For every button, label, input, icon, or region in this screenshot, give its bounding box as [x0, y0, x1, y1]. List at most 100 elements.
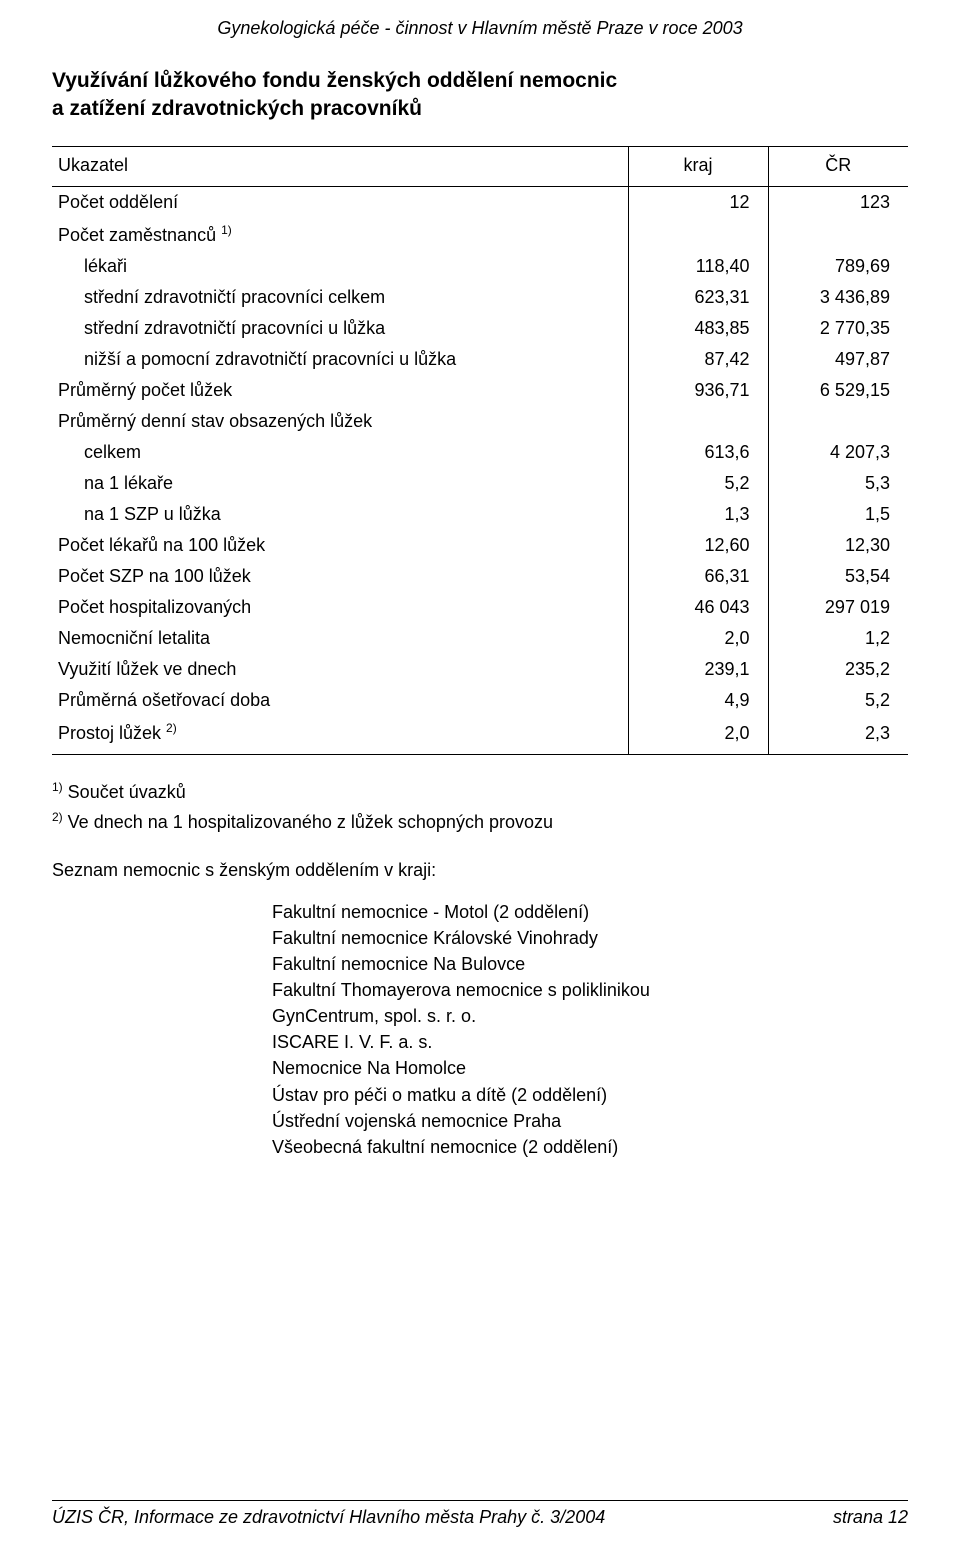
table-row: Nemocniční letalita2,01,2	[52, 623, 908, 654]
row-value-kraj: 1,3	[628, 499, 768, 530]
table-row: celkem613,64 207,3	[52, 437, 908, 468]
row-value-cr: 12,30	[768, 530, 908, 561]
row-value-kraj: 66,31	[628, 561, 768, 592]
hospital-item: Ústav pro péči o matku a dítě (2 oddělen…	[272, 1082, 908, 1108]
row-value-kraj: 118,40	[628, 251, 768, 282]
row-label: Počet zaměstnanců 1)	[52, 218, 628, 251]
row-label: Počet oddělení	[52, 186, 628, 218]
footnote-2: 2) Ve dnech na 1 hospitalizovaného z lůž…	[52, 807, 908, 838]
footnote-2-sup: 2)	[52, 810, 63, 824]
row-label: Počet SZP na 100 lůžek	[52, 561, 628, 592]
row-value-kraj: 936,71	[628, 375, 768, 406]
row-label: Nemocniční letalita	[52, 623, 628, 654]
row-value-cr: 5,2	[768, 685, 908, 716]
footnote-1-sup: 1)	[52, 780, 63, 794]
table-row: Průměrný počet lůžek936,716 529,15	[52, 375, 908, 406]
row-value-kraj: 46 043	[628, 592, 768, 623]
row-label: Využití lůžek ve dnech	[52, 654, 628, 685]
page-footer: ÚZIS ČR, Informace ze zdravotnictví Hlav…	[52, 1500, 908, 1528]
row-value-cr: 123	[768, 186, 908, 218]
row-value-cr: 6 529,15	[768, 375, 908, 406]
row-label: na 1 SZP u lůžka	[52, 499, 628, 530]
hospital-item: ISCARE I. V. F. a. s.	[272, 1029, 908, 1055]
table-body: Počet oddělení12123Počet zaměstnanců 1)l…	[52, 186, 908, 754]
row-value-cr: 1,2	[768, 623, 908, 654]
row-value-cr: 3 436,89	[768, 282, 908, 313]
hospital-item: Fakultní nemocnice Na Bulovce	[272, 951, 908, 977]
row-value-cr: 235,2	[768, 654, 908, 685]
row-value-cr	[768, 406, 908, 437]
table-row: Počet lékařů na 100 lůžek12,6012,30	[52, 530, 908, 561]
row-label: Průměrný počet lůžek	[52, 375, 628, 406]
row-value-kraj	[628, 218, 768, 251]
row-value-kraj: 12,60	[628, 530, 768, 561]
hospital-item: Všeobecná fakultní nemocnice (2 oddělení…	[272, 1134, 908, 1160]
row-value-cr: 2 770,35	[768, 313, 908, 344]
table-row: střední zdravotničtí pracovníci u lůžka4…	[52, 313, 908, 344]
row-label: na 1 lékaře	[52, 468, 628, 499]
table-row: Počet SZP na 100 lůžek66,3153,54	[52, 561, 908, 592]
hospital-list: Fakultní nemocnice - Motol (2 oddělení)F…	[272, 899, 908, 1160]
data-table: Ukazatel kraj ČR Počet oddělení12123Poče…	[52, 146, 908, 755]
row-value-kraj: 5,2	[628, 468, 768, 499]
table-row: na 1 SZP u lůžka1,31,5	[52, 499, 908, 530]
hospital-item: Nemocnice Na Homolce	[272, 1055, 908, 1081]
hospital-list-title: Seznam nemocnic s ženským oddělením v kr…	[52, 860, 908, 881]
table-row: střední zdravotničtí pracovníci celkem62…	[52, 282, 908, 313]
row-value-cr: 297 019	[768, 592, 908, 623]
row-value-cr: 1,5	[768, 499, 908, 530]
table-row: Prostoj lůžek 2)2,02,3	[52, 716, 908, 755]
row-label: Průměrný denní stav obsazených lůžek	[52, 406, 628, 437]
row-value-kraj	[628, 406, 768, 437]
table-row: Počet oddělení12123	[52, 186, 908, 218]
footer-left: ÚZIS ČR, Informace ze zdravotnictví Hlav…	[52, 1507, 605, 1528]
row-label: Počet hospitalizovaných	[52, 592, 628, 623]
col-header-kraj: kraj	[628, 146, 768, 186]
row-value-kraj: 4,9	[628, 685, 768, 716]
page-header-title: Gynekologická péče - činnost v Hlavním m…	[52, 18, 908, 39]
row-value-kraj: 12	[628, 186, 768, 218]
row-value-cr	[768, 218, 908, 251]
footnotes: 1) Součet úvazků 2) Ve dnech na 1 hospit…	[52, 777, 908, 838]
table-row: Počet zaměstnanců 1)	[52, 218, 908, 251]
hospital-item: Fakultní nemocnice Královské Vinohrady	[272, 925, 908, 951]
row-value-kraj: 2,0	[628, 623, 768, 654]
footer-right: strana 12	[833, 1507, 908, 1528]
row-label: Průměrná ošetřovací doba	[52, 685, 628, 716]
row-label: nižší a pomocní zdravotničtí pracovníci …	[52, 344, 628, 375]
row-value-kraj: 87,42	[628, 344, 768, 375]
table-header-row: Ukazatel kraj ČR	[52, 146, 908, 186]
row-label: střední zdravotničtí pracovníci u lůžka	[52, 313, 628, 344]
row-value-kraj: 613,6	[628, 437, 768, 468]
row-value-kraj: 2,0	[628, 716, 768, 755]
row-value-kraj: 239,1	[628, 654, 768, 685]
hospital-item: Ústřední vojenská nemocnice Praha	[272, 1108, 908, 1134]
row-label: Prostoj lůžek 2)	[52, 716, 628, 755]
hospital-item: Fakultní nemocnice - Motol (2 oddělení)	[272, 899, 908, 925]
hospital-item: GynCentrum, spol. s. r. o.	[272, 1003, 908, 1029]
table-row: Počet hospitalizovaných46 043297 019	[52, 592, 908, 623]
table-row: Průměrná ošetřovací doba4,95,2	[52, 685, 908, 716]
table-row: Průměrný denní stav obsazených lůžek	[52, 406, 908, 437]
row-value-cr: 4 207,3	[768, 437, 908, 468]
row-value-cr: 2,3	[768, 716, 908, 755]
row-value-cr: 789,69	[768, 251, 908, 282]
row-label-sup: 2)	[166, 721, 177, 735]
table-row: nižší a pomocní zdravotničtí pracovníci …	[52, 344, 908, 375]
table-row: Využití lůžek ve dnech239,1235,2	[52, 654, 908, 685]
main-title-line1: Využívání lůžkového fondu ženských odděl…	[52, 69, 617, 92]
main-title-line2: a zatížení zdravotnických pracovníků	[52, 97, 422, 120]
row-value-cr: 5,3	[768, 468, 908, 499]
row-value-cr: 497,87	[768, 344, 908, 375]
row-value-kraj: 623,31	[628, 282, 768, 313]
col-header-cr: ČR	[768, 146, 908, 186]
row-label: celkem	[52, 437, 628, 468]
row-label: lékaři	[52, 251, 628, 282]
main-title: Využívání lůžkového fondu ženských odděl…	[52, 67, 908, 124]
hospital-item: Fakultní Thomayerova nemocnice s polikli…	[272, 977, 908, 1003]
footnote-1-text: Součet úvazků	[63, 782, 186, 802]
row-value-kraj: 483,85	[628, 313, 768, 344]
row-label: Počet lékařů na 100 lůžek	[52, 530, 628, 561]
row-label-sup: 1)	[221, 223, 232, 237]
row-label: střední zdravotničtí pracovníci celkem	[52, 282, 628, 313]
